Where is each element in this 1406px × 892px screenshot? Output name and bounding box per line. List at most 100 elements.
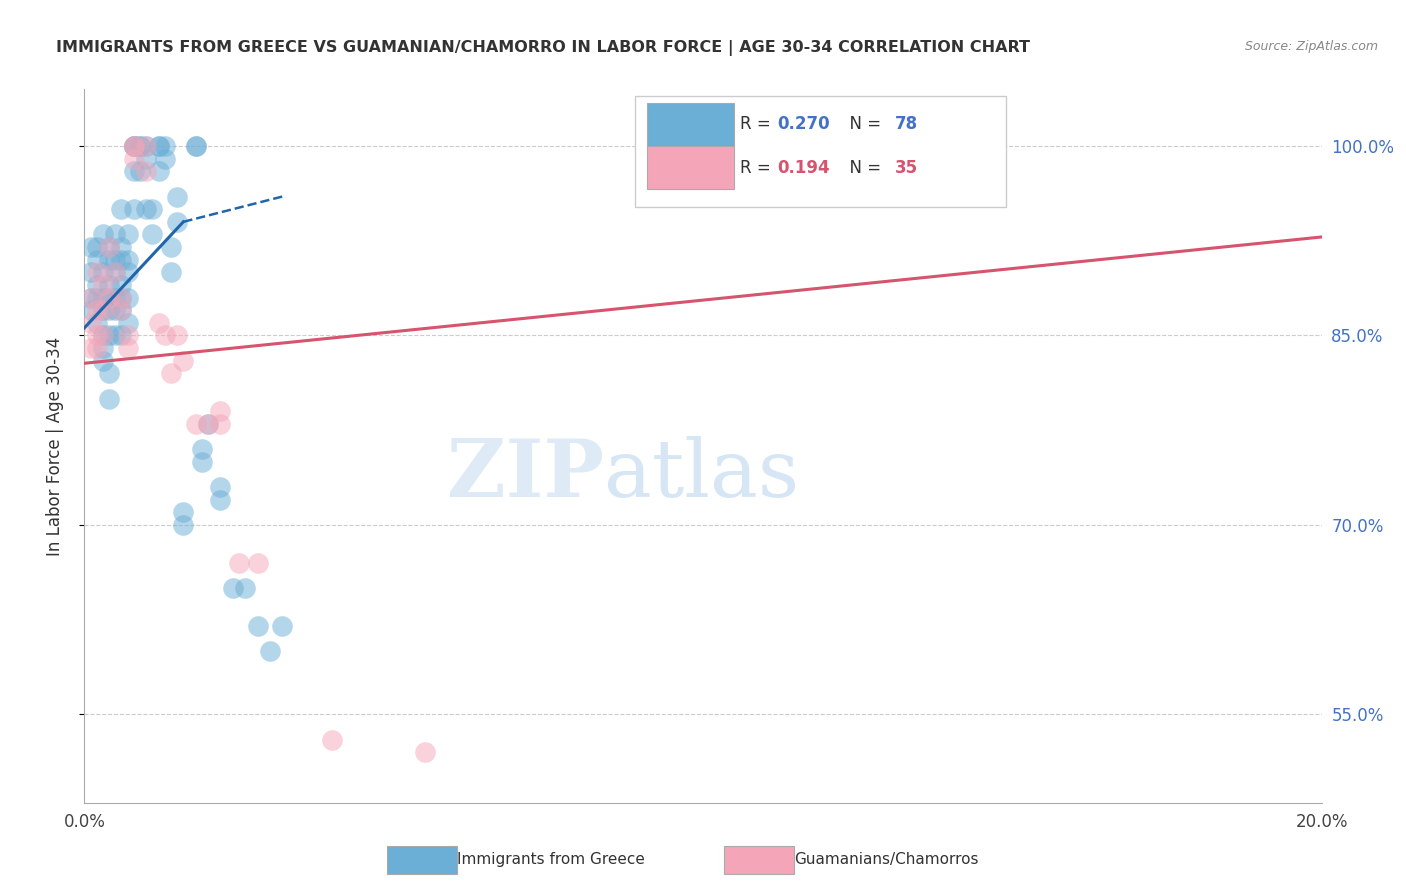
Point (110, 303, 132, 318)
Text: Immigrants from Greece: Immigrants from Greece (457, 853, 645, 867)
Text: Source: ZipAtlas.com: Source: ZipAtlas.com (1244, 40, 1378, 54)
FancyBboxPatch shape (647, 146, 734, 189)
Text: N =: N = (839, 159, 886, 177)
Point (148, 316, 170, 330)
Point (110, 277, 132, 292)
Point (209, 492, 232, 507)
Point (166, 215, 188, 229)
Point (129, 139, 152, 153)
Point (148, 139, 170, 153)
Point (91, 328, 114, 343)
Point (153, 152, 176, 166)
Point (184, 417, 207, 431)
Point (122, 139, 145, 153)
Point (98, 252, 121, 267)
Point (79, 316, 101, 330)
Point (91, 353, 114, 368)
Point (122, 152, 145, 166)
Point (117, 328, 139, 343)
Point (110, 202, 132, 217)
Point (86, 316, 108, 330)
Point (122, 139, 145, 153)
Point (129, 164, 152, 178)
Text: Guamanians/Chamorros: Guamanians/Chamorros (794, 853, 979, 867)
Point (79, 291, 101, 305)
Point (122, 139, 145, 153)
Point (209, 480, 232, 494)
Point (141, 202, 163, 217)
Point (197, 417, 219, 431)
Point (98, 240, 121, 254)
Text: R =: R = (740, 115, 776, 133)
Text: 0.194: 0.194 (778, 159, 830, 177)
Point (91, 277, 114, 292)
Point (122, 164, 145, 178)
Point (79, 240, 101, 254)
Point (222, 581, 245, 595)
Point (104, 252, 127, 267)
Point (104, 265, 127, 279)
Point (86, 328, 108, 343)
Point (172, 517, 194, 532)
Point (98, 303, 121, 318)
Point (166, 189, 188, 203)
Text: atlas: atlas (605, 435, 799, 514)
Point (117, 252, 139, 267)
Point (117, 341, 139, 355)
Point (110, 303, 132, 318)
Point (104, 328, 127, 343)
Point (91, 341, 114, 355)
Text: IMMIGRANTS FROM GREECE VS GUAMANIAN/CHAMORRO IN LABOR FORCE | AGE 30-34 CORRELAT: IMMIGRANTS FROM GREECE VS GUAMANIAN/CHAM… (56, 40, 1031, 56)
Text: ZIP: ZIP (447, 435, 605, 514)
Point (321, 732, 343, 747)
Point (117, 291, 139, 305)
Point (228, 556, 250, 570)
Point (104, 227, 127, 242)
Point (110, 291, 132, 305)
Point (246, 556, 269, 570)
Text: 35: 35 (894, 159, 918, 177)
Point (233, 581, 256, 595)
Point (110, 252, 132, 267)
Point (271, 619, 294, 633)
Point (117, 316, 139, 330)
Point (79, 291, 101, 305)
Point (91, 328, 114, 343)
Point (98, 291, 121, 305)
Point (135, 202, 157, 217)
Point (110, 328, 132, 343)
Point (79, 303, 101, 318)
FancyBboxPatch shape (636, 96, 1007, 207)
Point (160, 265, 183, 279)
Point (86, 341, 108, 355)
Point (122, 202, 145, 217)
Point (153, 328, 176, 343)
Point (135, 139, 157, 153)
FancyBboxPatch shape (647, 103, 734, 146)
Point (79, 341, 101, 355)
Point (191, 442, 214, 457)
Point (172, 353, 194, 368)
Point (117, 265, 139, 279)
Text: R =: R = (740, 159, 776, 177)
Point (259, 644, 281, 658)
Point (209, 417, 232, 431)
Point (91, 291, 114, 305)
Point (191, 455, 214, 469)
Point (413, 745, 436, 759)
Point (86, 303, 108, 318)
Point (148, 164, 170, 178)
Point (98, 240, 121, 254)
Point (153, 139, 176, 153)
Point (86, 252, 108, 267)
Point (172, 505, 194, 519)
Point (98, 277, 121, 292)
Point (184, 139, 207, 153)
Point (86, 277, 108, 292)
Point (160, 240, 183, 254)
Point (86, 240, 108, 254)
Point (122, 139, 145, 153)
Point (160, 367, 183, 381)
Point (98, 328, 121, 343)
Point (104, 291, 127, 305)
